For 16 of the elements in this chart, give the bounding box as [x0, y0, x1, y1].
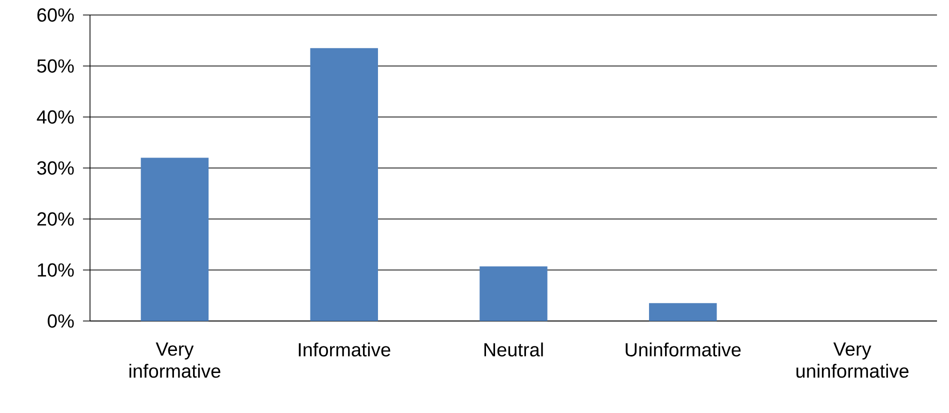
x-tick-label: Neutral: [484, 342, 543, 356]
bar: [480, 266, 548, 321]
y-tick-label: 30%: [37, 161, 74, 175]
y-tick-label: 40%: [36, 110, 74, 124]
bar: [310, 48, 378, 321]
y-tick-label: 60%: [37, 8, 74, 22]
bar: [140, 158, 209, 321]
x-tick-label: Very informative: [130, 342, 220, 378]
y-tick-label: 10%: [38, 263, 74, 277]
y-tick-label: 0%: [48, 314, 74, 328]
x-tick-label: Uninformative: [626, 342, 741, 356]
x-tick-label: Very uninformative: [796, 342, 908, 378]
bar: [649, 303, 717, 321]
x-tick-label: Informative: [298, 342, 390, 356]
y-tick-label: 50%: [37, 59, 74, 73]
y-tick-label: 20%: [37, 212, 74, 226]
